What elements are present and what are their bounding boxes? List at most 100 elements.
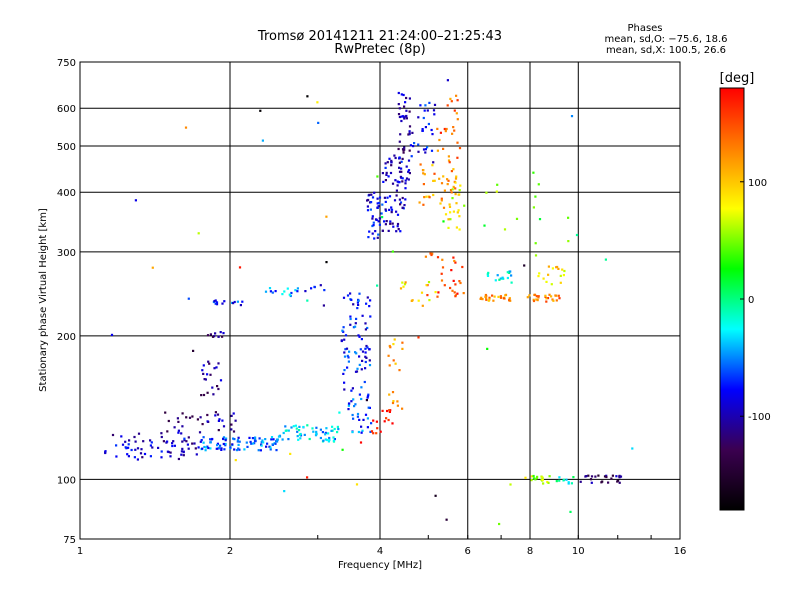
data-point <box>426 294 429 297</box>
data-point <box>390 208 394 211</box>
data-point <box>237 447 240 450</box>
data-point <box>426 109 429 112</box>
data-point <box>486 273 489 276</box>
data-point <box>127 455 130 458</box>
data-point <box>515 217 519 220</box>
data-point <box>232 430 236 433</box>
data-point <box>453 291 456 294</box>
data-point <box>141 456 144 459</box>
data-point <box>111 433 115 437</box>
data-point <box>454 193 457 196</box>
data-point <box>214 299 217 302</box>
data-point <box>449 286 452 290</box>
data-point <box>347 408 350 411</box>
data-point <box>443 284 446 287</box>
data-point <box>358 363 361 366</box>
data-point <box>312 430 315 433</box>
data-point <box>417 143 420 146</box>
data-point <box>446 178 449 181</box>
data-point <box>366 417 369 420</box>
data-point <box>449 218 452 221</box>
data-point <box>579 480 582 483</box>
data-point <box>232 412 235 415</box>
data-point <box>332 439 335 442</box>
data-point <box>388 410 391 413</box>
data-point <box>392 400 395 403</box>
data-point <box>345 347 349 350</box>
data-point <box>371 224 374 228</box>
data-point <box>149 444 152 447</box>
data-point <box>343 369 346 372</box>
data-point <box>172 440 175 443</box>
data-point <box>238 266 242 269</box>
data-point <box>230 414 233 417</box>
data-point <box>353 405 356 408</box>
x-tick-label: 10 <box>572 546 585 557</box>
data-point <box>422 183 425 186</box>
data-point <box>530 475 533 478</box>
data-point <box>213 335 216 338</box>
data-point <box>557 294 560 297</box>
data-point <box>317 121 320 124</box>
data-point <box>216 444 219 447</box>
data-point <box>201 423 204 426</box>
data-point <box>397 113 401 116</box>
data-point <box>294 424 297 427</box>
data-point <box>395 194 398 197</box>
data-point <box>605 474 608 477</box>
data-point <box>547 265 550 268</box>
data-point <box>541 478 544 482</box>
data-point <box>319 428 322 431</box>
data-point <box>350 389 353 392</box>
data-point <box>327 440 330 443</box>
data-point <box>440 197 443 200</box>
data-point <box>223 448 226 451</box>
data-point <box>495 190 498 193</box>
data-point <box>206 334 210 337</box>
data-point <box>485 191 488 194</box>
data-point <box>283 290 286 293</box>
data-point <box>261 139 264 142</box>
data-point <box>366 209 370 212</box>
data-point <box>207 360 210 363</box>
data-point <box>185 416 188 419</box>
data-point <box>209 447 212 450</box>
data-point <box>545 280 548 283</box>
data-point <box>451 188 454 191</box>
data-point <box>375 432 378 435</box>
data-point <box>238 448 241 451</box>
data-point <box>260 444 263 447</box>
data-point <box>368 348 371 351</box>
data-point <box>355 352 358 355</box>
data-point <box>492 299 495 302</box>
data-point <box>386 196 389 199</box>
data-point <box>405 114 408 118</box>
data-point <box>533 293 536 296</box>
data-point <box>616 480 619 483</box>
data-point <box>236 300 239 303</box>
data-point <box>364 328 367 331</box>
data-point <box>350 298 353 301</box>
data-point <box>444 130 447 133</box>
data-point <box>322 439 325 442</box>
data-point <box>370 193 373 196</box>
data-point <box>376 197 379 200</box>
data-point <box>390 206 393 209</box>
data-point <box>375 420 378 423</box>
y-tick-label: 750 <box>57 58 76 69</box>
data-point <box>556 265 559 269</box>
data-point <box>397 91 400 95</box>
data-point <box>384 162 387 165</box>
data-point <box>545 300 548 303</box>
data-point <box>552 299 555 302</box>
data-point <box>367 406 370 409</box>
data-point <box>403 148 406 151</box>
data-point <box>233 448 236 451</box>
data-point <box>408 132 411 135</box>
data-point <box>137 432 141 435</box>
data-point <box>315 430 318 433</box>
data-point <box>373 237 376 240</box>
data-point <box>420 291 424 294</box>
data-point <box>311 427 314 430</box>
data-point <box>365 399 368 402</box>
